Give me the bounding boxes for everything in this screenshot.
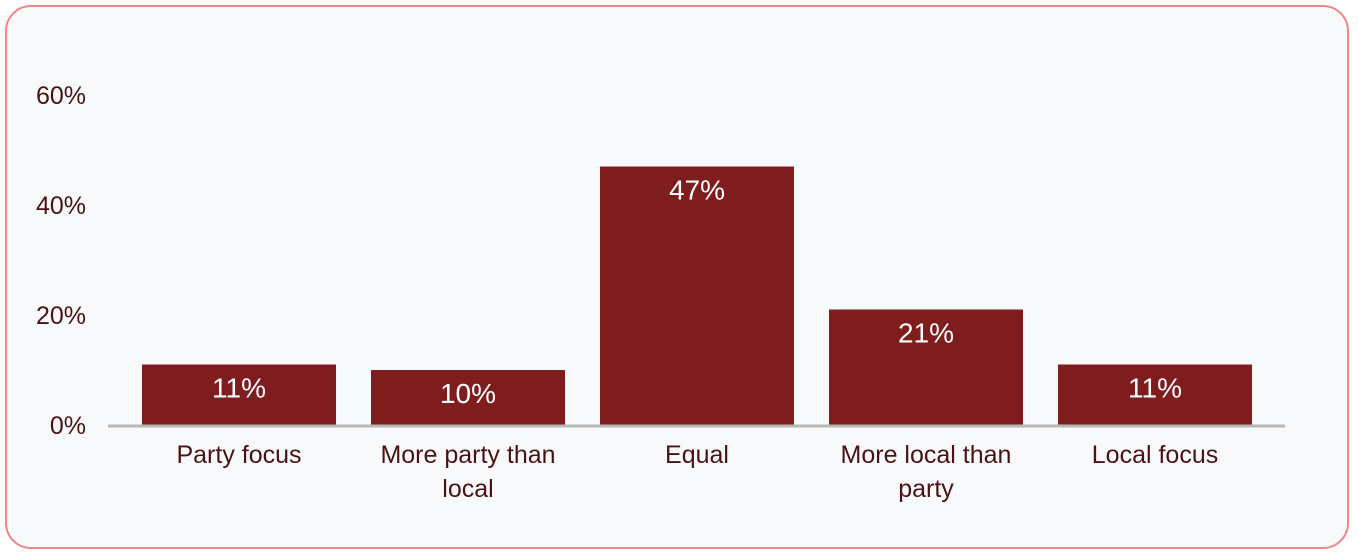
y-tick-label: 40% [36, 192, 86, 220]
y-tick-label: 20% [36, 302, 86, 330]
x-category-label: Equal [665, 441, 729, 469]
bar [829, 309, 1023, 425]
y-tick-label: 60% [36, 82, 86, 110]
x-category-label: Local focus [1092, 441, 1218, 469]
data-label: 10% [440, 378, 496, 409]
data-label: 21% [898, 318, 954, 349]
data-label: 47% [669, 175, 725, 206]
x-category-label: party [898, 475, 954, 503]
x-category-label: More party than [380, 441, 555, 469]
data-label: 11% [212, 373, 266, 404]
y-tick-label: 0% [50, 412, 86, 440]
bar [1058, 364, 1252, 425]
x-category-label: Party focus [176, 441, 301, 469]
bar [371, 370, 565, 425]
x-category-label: More local than [841, 441, 1012, 469]
data-label: 11% [1128, 373, 1182, 404]
bar [600, 166, 794, 425]
bar [142, 364, 336, 425]
x-category-label: local [442, 475, 493, 503]
